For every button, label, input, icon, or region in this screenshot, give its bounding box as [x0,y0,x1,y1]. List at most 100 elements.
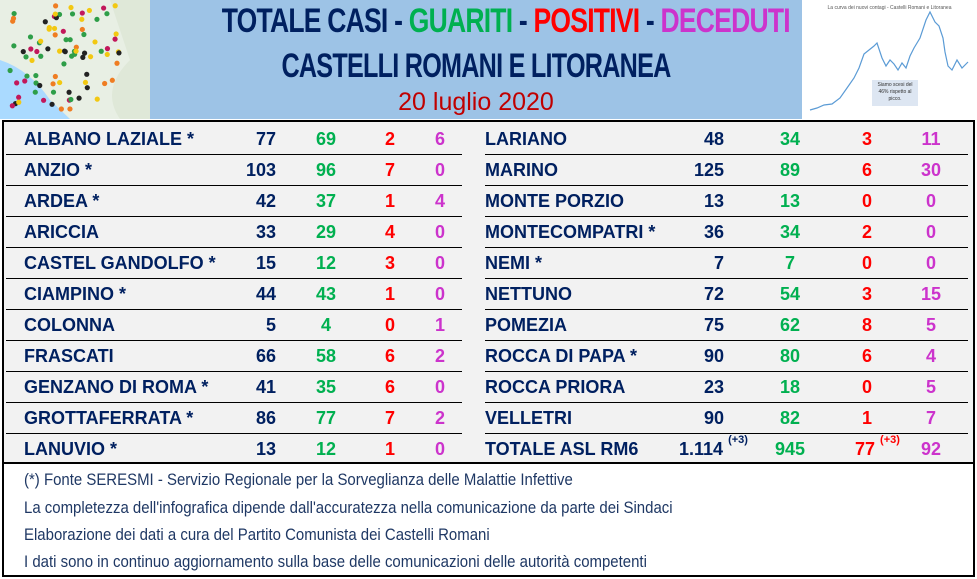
map-pin [79,26,85,33]
footer-line: Elaborazione dei dati a cura del Partito… [24,525,490,544]
table-row: CIAMPINO * 44 43 1 0 [6,279,462,310]
cell-totale: 23 [703,377,724,397]
map-pin [116,50,122,56]
cell-guariti: 29 [315,222,337,242]
map-pin [92,39,98,45]
cell-positivi: 2 [384,129,395,149]
cell-positivi: 3 [861,129,872,149]
map-pin [45,46,51,52]
cell-totale: 41 [255,377,276,397]
cell-guariti: 37 [315,191,337,211]
map-pin [52,73,58,80]
cell-totale: 90 [703,346,724,366]
cell-deceduti: 1 [434,315,445,335]
map-pin [28,46,34,52]
cell-totale: 103 [245,160,276,180]
cell-deceduti: 0 [925,222,936,242]
total-cases-delta: (+3) [728,434,748,446]
map-pin [16,99,22,105]
map-pin [34,48,40,55]
map-pin [29,57,35,64]
cell-guariti: 35 [315,377,337,397]
map-pin [42,19,48,25]
cell-deceduti: 5 [925,377,936,397]
total-positive-delta: (+3) [880,434,900,446]
cell-name: GROTTAFERRATA * [24,408,194,428]
map-pin [68,4,74,11]
cell-totale: 13 [255,439,276,459]
total-recovered: 945 [774,439,806,459]
cell-guariti: 82 [779,408,801,428]
map-pin [63,37,69,43]
cell-totale: 36 [703,222,724,242]
map-pin [16,94,22,100]
cell-guariti: 43 [315,284,337,304]
note-line: Siamo scesi del [877,82,913,88]
table-row: POMEZIA 75 62 8 5 [485,310,968,341]
title-part: DECEDUTI [660,2,791,40]
cell-guariti: 7 [784,253,795,273]
map-pin [101,5,107,11]
cell-deceduti: 0 [434,284,445,304]
cell-name: ROCCA DI PAPA * [485,346,638,366]
cell-totale: 7 [713,253,724,273]
cell-positivi: 3 [384,253,395,273]
cell-positivi: 6 [384,346,395,366]
footer-line: I dati sono in continuo aggiornamento su… [24,552,647,571]
map-pin [66,89,72,95]
cell-name: FRASCATI [24,346,114,366]
map-pin [23,54,29,60]
cell-deceduti: 11 [921,129,941,149]
map-pin [46,26,52,32]
total-cases: 1.114 (+3) [679,434,748,465]
map-pin [73,44,79,50]
map-pin [80,54,86,60]
cell-totale: 125 [693,160,724,180]
cell-guariti: 89 [779,160,801,180]
total-label: TOTALE ASL RM6 [485,439,639,459]
cell-deceduti: 15 [920,284,942,304]
cell-deceduti: 0 [434,377,445,397]
map-pin [62,49,68,55]
table-row: LANUVIO * 13 12 1 0 [6,434,462,465]
table-row: CASTEL GANDOLFO * 15 12 3 0 [6,248,462,279]
table-row: GENZANO DI ROMA * 41 35 6 0 [6,372,462,403]
cell-guariti: 4 [320,315,331,335]
map-pin [73,48,79,54]
footer-line: La completezza dell'infografica dipende … [24,498,673,517]
cell-deceduti: 6 [434,129,445,149]
subtitle: CASTELLI ROMANI E LITORANEA [281,47,671,85]
cell-positivi: 3 [861,284,872,304]
cell-deceduti: 0 [434,160,445,180]
footer-notes: (*) Fonte SERESMI - Servizio Regionale p… [2,462,975,577]
cell-name: NETTUNO [485,284,572,304]
table-row: NETTUNO 72 54 3 15 [485,279,968,310]
table-row: FRASCATI 66 58 6 2 [6,341,462,372]
cell-guariti: 96 [315,160,337,180]
total-cases-value: 1.114 [679,439,724,459]
cell-deceduti: 0 [925,191,936,211]
map-pin [79,16,85,22]
map-pin [32,89,38,95]
map-pin [9,103,15,109]
cell-positivi: 7 [384,160,395,180]
cell-deceduti: 0 [434,439,445,459]
title-part: GUARITI [408,2,513,40]
cell-name: POMEZIA [485,315,568,335]
cell-totale: 44 [255,284,276,304]
cell-positivi: 7 [384,408,395,428]
map-pin [104,46,111,52]
cell-positivi: 0 [861,377,872,397]
cell-totale: 42 [255,191,276,211]
map-image [0,0,150,119]
map-pin [7,67,13,74]
cell-totale: 66 [255,346,276,366]
total-positive-value: 77 [855,439,876,459]
map-pin [11,10,17,17]
cell-positivi: 4 [384,222,395,242]
cell-positivi: 1 [384,284,395,304]
map-pin [102,80,108,87]
map-pin [68,96,74,103]
title-part: - [387,2,409,40]
map-pin [94,96,100,102]
